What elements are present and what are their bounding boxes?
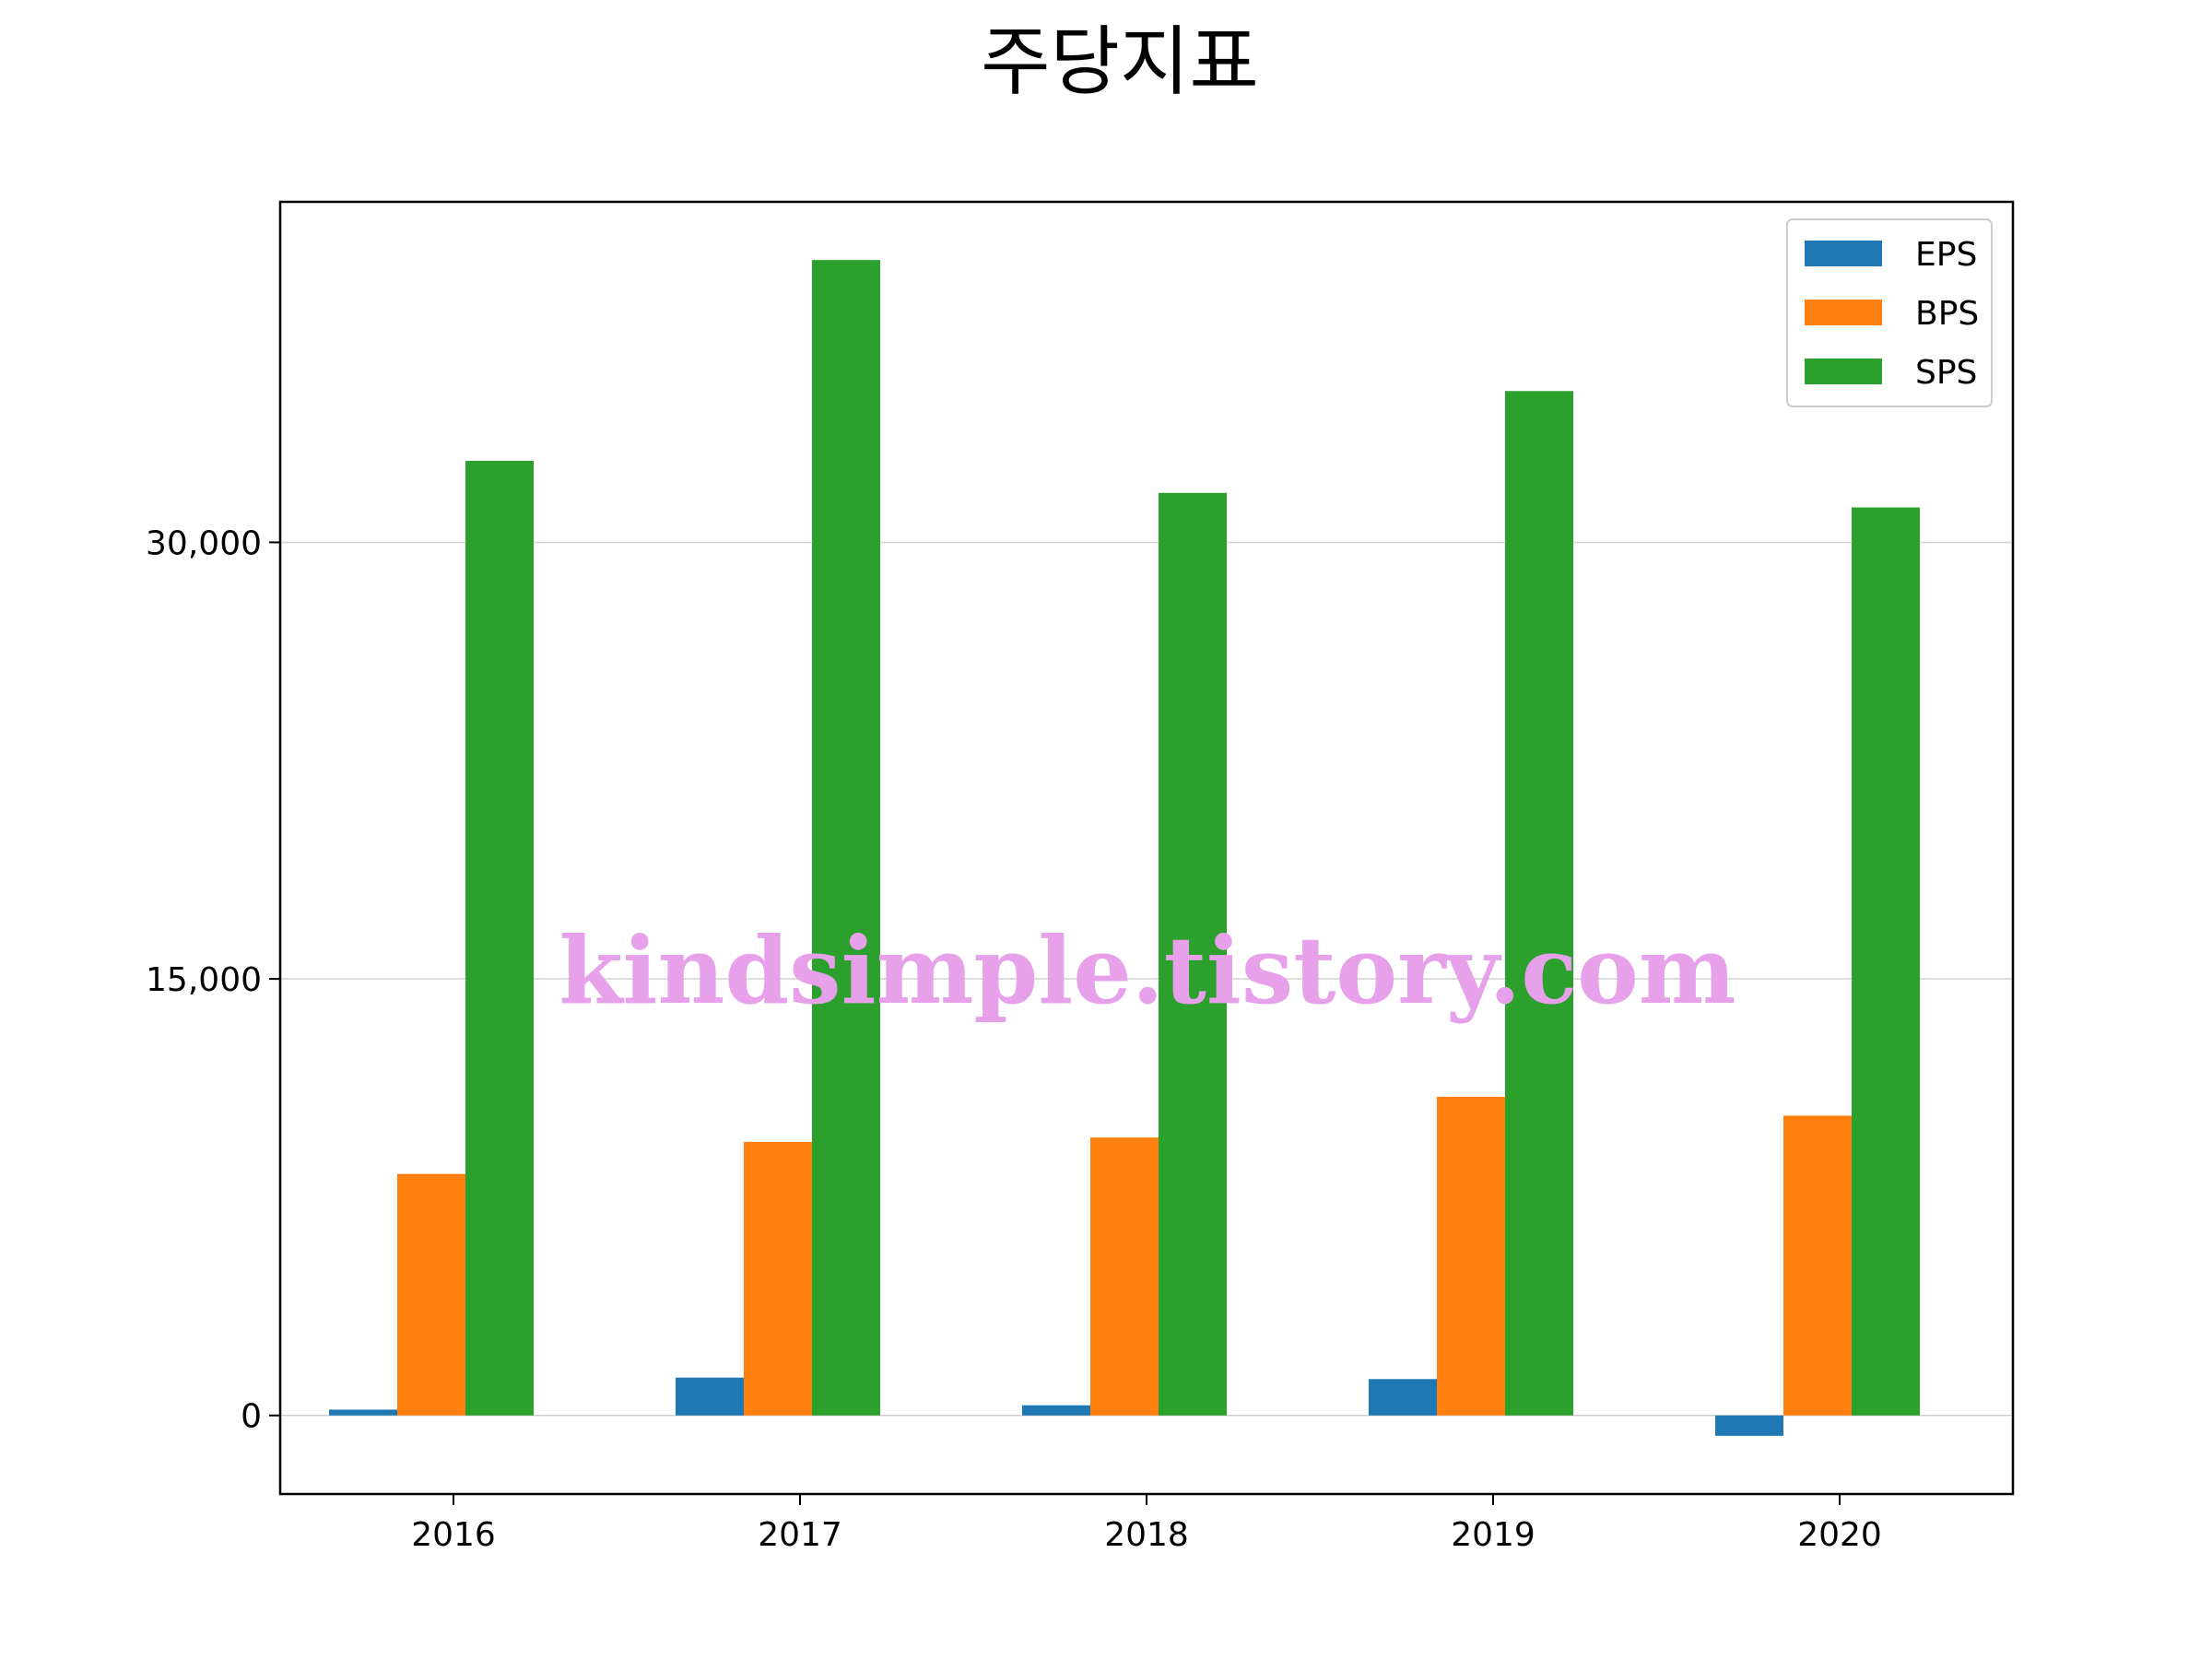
x-tick-label: 2016 [411, 1516, 496, 1554]
watermark-text: kindsimple.tistory.com [559, 916, 1735, 1025]
bar-bps-2018 [1090, 1137, 1159, 1416]
bar-bps-2017 [744, 1141, 812, 1416]
legend-swatch-eps [1805, 241, 1882, 266]
legend: EPS BPS SPS [1786, 218, 1993, 407]
bar-bps-2020 [1783, 1115, 1852, 1416]
x-axis: 2016 2017 2018 2019 2020 [411, 1494, 1882, 1554]
bar-eps-2018 [1022, 1405, 1090, 1416]
bar-sps-2019 [1505, 391, 1573, 1416]
y-tick-label: 15,000 [146, 961, 262, 999]
x-tick-label: 2018 [1104, 1516, 1189, 1554]
bar-sps-2018 [1159, 492, 1227, 1416]
y-tick-label: 0 [241, 1398, 262, 1436]
y-axis: 0 15,000 30,000 [146, 524, 280, 1436]
bar-sps-2020 [1852, 507, 1920, 1416]
chart-title: 주당지표 [981, 18, 1259, 106]
plot-frame [278, 200, 2015, 1496]
bar-eps-2016 [329, 1409, 397, 1416]
x-tick-label: 2017 [758, 1516, 842, 1554]
bars [329, 260, 1920, 1436]
bar-sps-2016 [465, 461, 534, 1416]
bar-eps-2019 [1369, 1379, 1437, 1416]
bar-bps-2016 [397, 1173, 465, 1416]
x-tick-label: 2020 [1797, 1516, 1882, 1554]
bar-eps-2017 [676, 1377, 744, 1416]
legend-label-sps: SPS [1915, 354, 1977, 392]
y-tick-label: 30,000 [146, 524, 262, 562]
legend-label-bps: BPS [1915, 295, 1979, 333]
bar-eps-2020 [1715, 1415, 1783, 1436]
legend-swatch-bps [1805, 300, 1882, 325]
bar-sps-2017 [812, 260, 880, 1416]
bar-bps-2019 [1437, 1096, 1505, 1416]
legend-swatch-sps [1805, 359, 1882, 384]
x-tick-label: 2019 [1451, 1516, 1535, 1554]
legend-label-eps: EPS [1915, 236, 1977, 274]
